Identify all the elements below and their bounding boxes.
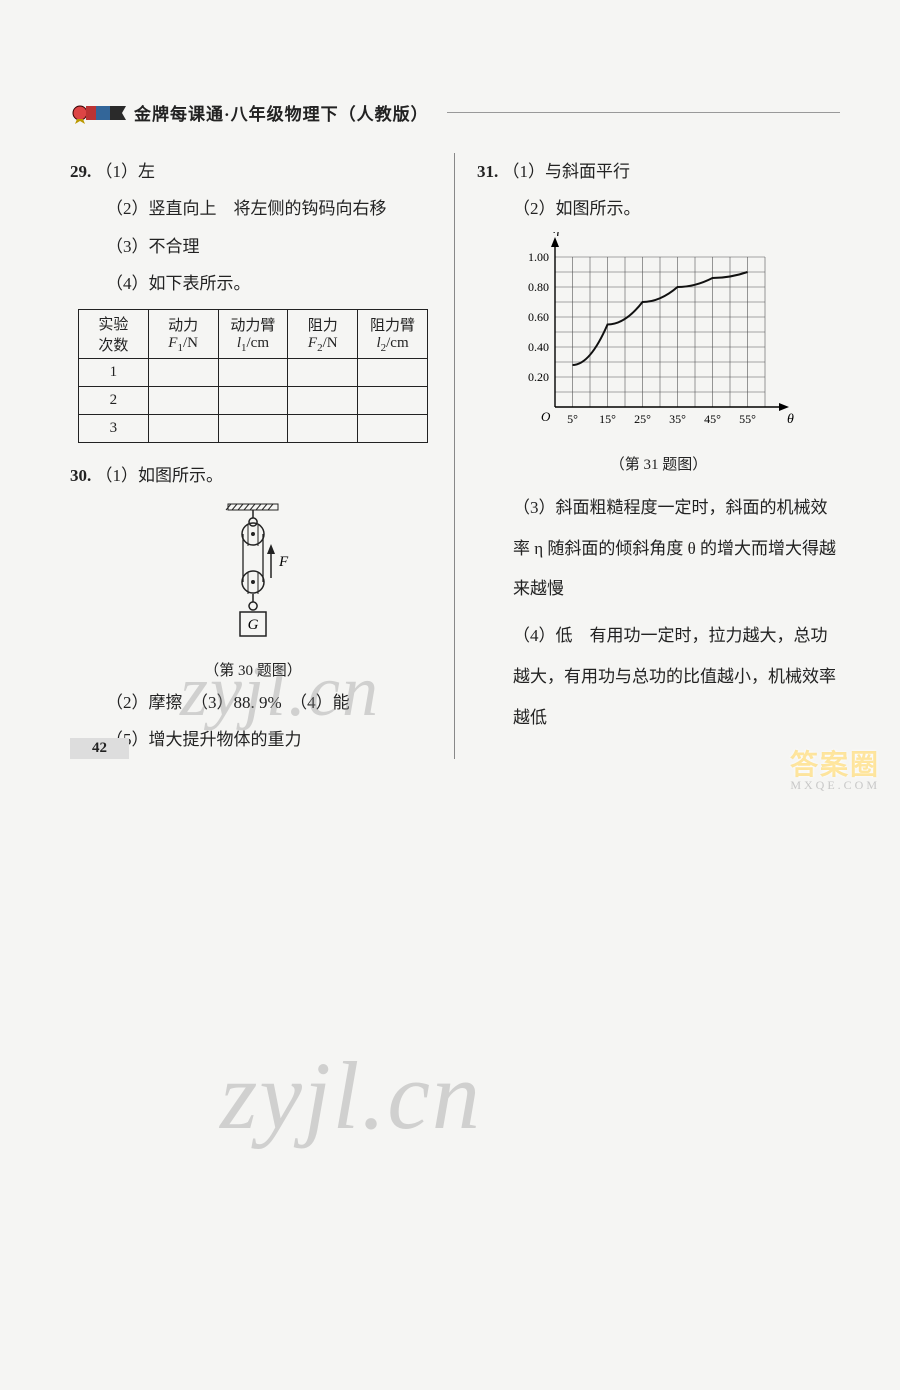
q30-number: 30. [70, 466, 91, 485]
svg-text:η: η [553, 232, 560, 237]
table-row: 3 [79, 414, 428, 442]
svg-text:0.80: 0.80 [528, 280, 549, 294]
q29-table: 实验次数 动力F1/N 动力臂l1/cm 阻力F2/N 阻力臂l2/cm 1 2… [78, 309, 428, 443]
q31-caption: （第 31 题图） [477, 453, 840, 474]
table-header: 阻力F2/N [288, 309, 358, 358]
left-column: 29. （1）左 （2）竖直向上 将左侧的钩码向右移 （3）不合理 （4）如下表… [70, 153, 455, 759]
svg-text:G: G [248, 617, 259, 633]
q29-p2: （2）竖直向上 将左侧的钩码向右移 [70, 190, 436, 227]
svg-text:θ: θ [787, 412, 794, 427]
q30-line1: 30. （1）如图所示。 [70, 457, 436, 494]
q29-p3: （3）不合理 [70, 228, 436, 265]
svg-text:55°: 55° [739, 412, 756, 426]
q29-p1: （1）左 [96, 162, 156, 181]
svg-text:0.20: 0.20 [528, 370, 549, 384]
page-header: 金牌每课通·八年级物理下（人教版） [70, 100, 840, 125]
right-column: 31. （1）与斜面平行 （2）如图所示。 0.20 0.40 0.60 0.80 1.… [455, 153, 840, 759]
table-header: 实验次数 [79, 309, 149, 358]
pulley-figure: G F （第 30 题图） [70, 500, 436, 680]
q30-p1: （1）如图所示。 [96, 466, 224, 485]
corner-sub: MXQE.COM [790, 778, 880, 793]
svg-text:25°: 25° [634, 412, 651, 426]
table-row: 2 [79, 386, 428, 414]
q31-p3: （3）斜面粗糙程度一定时，斜面的机械效率 η 随斜面的倾斜角度 θ 的增大而增大… [477, 488, 840, 610]
svg-text:F: F [278, 554, 289, 570]
q29-p4: （4）如下表所示。 [70, 265, 436, 302]
header-rule [447, 112, 840, 113]
ribbon-icon [70, 102, 126, 124]
q29-line1: 29. （1）左 [70, 153, 436, 190]
q31-p1: （1）与斜面平行 [503, 162, 631, 181]
table-row: 1 [79, 358, 428, 386]
table-header: 动力F1/N [148, 309, 218, 358]
svg-text:0.60: 0.60 [528, 310, 549, 324]
svg-text:15°: 15° [599, 412, 616, 426]
q29-number: 29. [70, 162, 91, 181]
svg-text:45°: 45° [704, 412, 721, 426]
q30-p2: （2）摩擦 （3）88. 9% （4）能 [70, 684, 436, 721]
table-header: 动力臂l1/cm [218, 309, 288, 358]
svg-text:O: O [541, 409, 551, 424]
q30-caption: （第 30 题图） [70, 659, 436, 680]
corner-watermark: 答案圈 [790, 743, 880, 783]
table-header: 阻力臂l2/cm [358, 309, 428, 358]
svg-text:35°: 35° [669, 412, 686, 426]
svg-text:1.00: 1.00 [528, 250, 549, 264]
q31-number: 31. [477, 162, 498, 181]
table-row: 实验次数 动力F1/N 动力臂l1/cm 阻力F2/N 阻力臂l2/cm [79, 309, 428, 358]
header-title: 金牌每课通·八年级物理下（人教版） [134, 100, 429, 125]
q31-chart: 0.20 0.40 0.60 0.80 1.00 5° 15° 25° 35° 45° 55° η θ O [507, 232, 840, 447]
svg-text:0.40: 0.40 [528, 340, 549, 354]
watermark: zyjl.cn [220, 1040, 482, 1151]
page-number: 42 [70, 738, 129, 759]
q31-line1: 31. （1）与斜面平行 [477, 153, 840, 190]
q31-p4: （4）低 有用功一定时，拉力越大，总功越大，有用功与总功的比值越小，机械效率越低 [477, 616, 840, 738]
q31-p2: （2）如图所示。 [477, 190, 840, 227]
svg-text:5°: 5° [567, 412, 578, 426]
